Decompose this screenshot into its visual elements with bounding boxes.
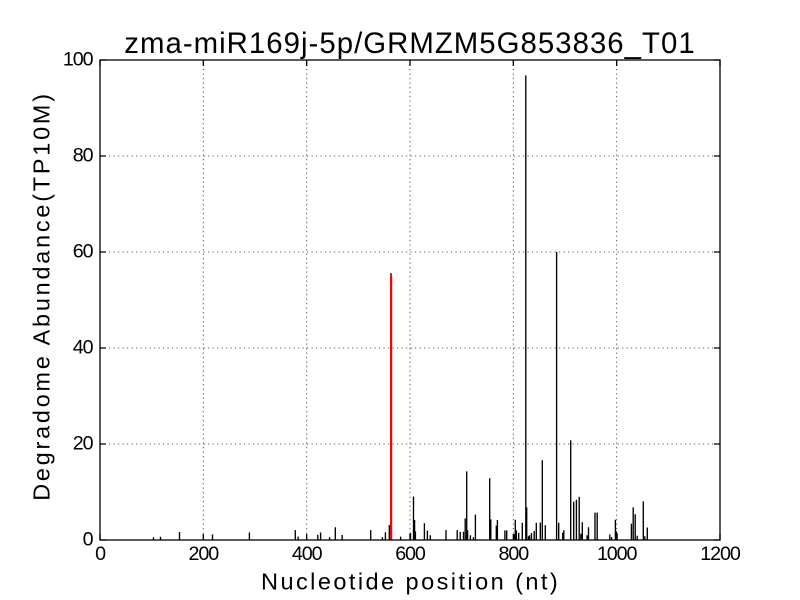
svg-text:80: 80 [73, 145, 94, 167]
svg-text:zma-miR169j-5p/GRMZM5G853836_T: zma-miR169j-5p/GRMZM5G853836_T01 [124, 27, 695, 60]
svg-text:1200: 1200 [700, 543, 741, 565]
svg-text:0: 0 [83, 529, 94, 551]
svg-text:Degradome Abundance(TP10M): Degradome Abundance(TP10M) [29, 91, 55, 501]
svg-text:100: 100 [63, 49, 94, 71]
svg-text:400: 400 [292, 543, 323, 565]
svg-text:60: 60 [73, 241, 94, 263]
svg-text:200: 200 [189, 543, 220, 565]
svg-text:1000: 1000 [597, 543, 638, 565]
svg-text:600: 600 [395, 543, 426, 565]
svg-text:0: 0 [95, 543, 106, 565]
svg-text:800: 800 [499, 543, 530, 565]
svg-text:20: 20 [73, 433, 94, 455]
svg-text:40: 40 [73, 337, 94, 359]
svg-text:Nucleotide position (nt): Nucleotide position (nt) [261, 568, 560, 594]
